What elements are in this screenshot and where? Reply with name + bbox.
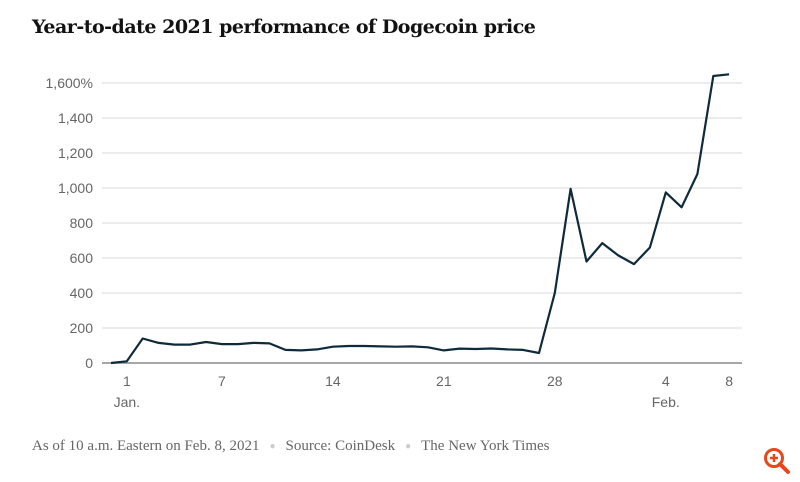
separator-dot: ● xyxy=(269,441,276,453)
y-tick-label: 800 xyxy=(70,215,94,231)
x-tick-label: 7 xyxy=(218,373,226,389)
y-tick-label: 1,400 xyxy=(58,110,93,126)
chart-title: Year-to-date 2021 performance of Dogecoi… xyxy=(32,16,536,38)
y-tick-label: 1,000 xyxy=(58,180,93,196)
y-tick-label: 0 xyxy=(85,355,93,371)
zoom-in-icon[interactable] xyxy=(762,446,792,476)
footer-source: Source: CoinDesk xyxy=(285,438,396,454)
separator-dot: ● xyxy=(405,441,412,453)
line-chart: 0 200 400 600 800 1,000 1,200 1,400 1,600% 1 Jan. 7… xyxy=(46,73,742,410)
y-tick-label: 1,200 xyxy=(58,145,93,161)
x-tick-sublabel: Feb. xyxy=(652,394,680,410)
footer-note: As of 10 a.m. Eastern on Feb. 8, 2021 xyxy=(32,438,260,454)
x-tick-label: 21 xyxy=(436,373,452,389)
y-tick-label: 400 xyxy=(70,285,94,301)
x-tick-label: 1 xyxy=(123,373,131,389)
y-tick-label: 200 xyxy=(70,320,94,336)
x-tick-label: 8 xyxy=(725,373,733,389)
y-tick-label: 600 xyxy=(70,250,94,266)
footer-credit: The New York Times xyxy=(421,438,550,454)
price-line xyxy=(110,73,730,365)
x-tick-label: 14 xyxy=(325,373,341,389)
x-tick-label: 28 xyxy=(547,373,563,389)
y-tick-label: 1,600% xyxy=(46,75,93,91)
x-tick-sublabel: Jan. xyxy=(114,394,140,410)
x-tick-label: 4 xyxy=(662,373,670,389)
chart-footer: As of 10 a.m. Eastern on Feb. 8, 2021 ● So… xyxy=(32,438,550,455)
